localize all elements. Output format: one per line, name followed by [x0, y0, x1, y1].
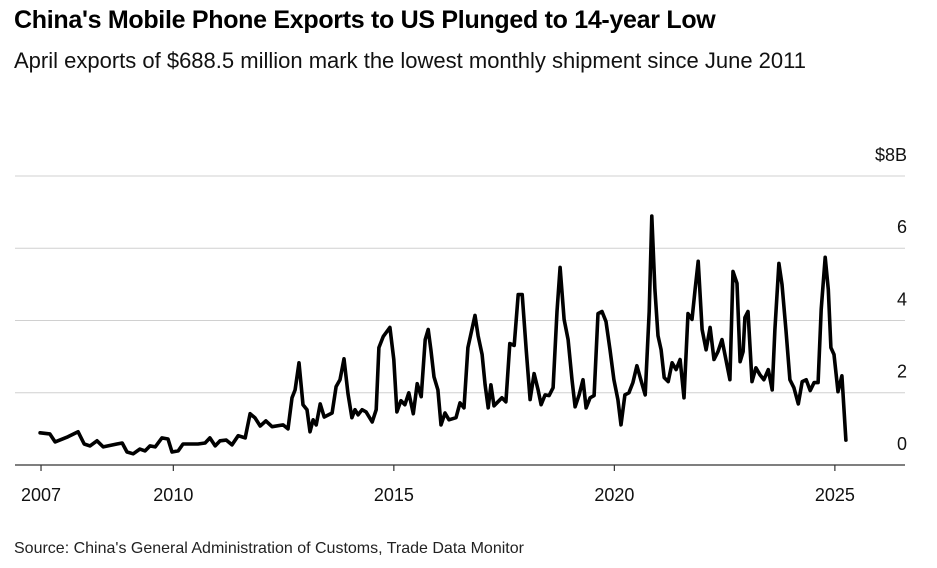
y-tick-label: $8B — [875, 145, 907, 165]
data-line — [38, 214, 848, 456]
chart-title: China's Mobile Phone Exports to US Plung… — [14, 6, 716, 34]
x-tick-label: 2015 — [374, 485, 414, 505]
chart: 0 2 4 6 $8B 2007 2010 2015 2020 2025 — [15, 145, 907, 505]
x-tick-label: 2025 — [815, 485, 855, 505]
x-tick-label: 2007 — [21, 485, 61, 505]
y-tick-label: 4 — [897, 289, 907, 309]
x-tick-label: 2010 — [153, 485, 193, 505]
source-note: Source: China's General Administration o… — [14, 540, 524, 557]
chart-subtitle: April exports of $688.5 million mark the… — [14, 48, 806, 73]
x-tick-label: 2020 — [594, 485, 634, 505]
y-tick-label: 2 — [897, 362, 907, 382]
y-tick-label: 0 — [897, 434, 907, 454]
y-tick-label: 6 — [897, 217, 907, 237]
